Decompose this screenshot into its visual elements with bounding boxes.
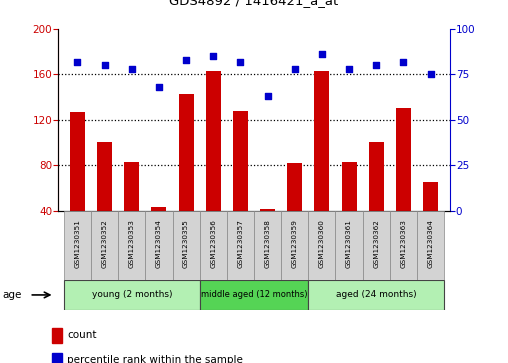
Bar xyxy=(390,211,417,280)
Text: GSM1230356: GSM1230356 xyxy=(210,219,216,268)
Point xyxy=(399,59,407,65)
Point xyxy=(264,93,272,99)
Bar xyxy=(173,211,200,280)
Bar xyxy=(200,211,227,280)
Text: aged (24 months): aged (24 months) xyxy=(336,290,417,299)
Text: GSM1230353: GSM1230353 xyxy=(129,219,135,268)
Text: GSM1230359: GSM1230359 xyxy=(292,219,298,268)
Point xyxy=(372,62,380,68)
Bar xyxy=(70,112,85,211)
Bar xyxy=(335,211,363,280)
Bar xyxy=(118,211,145,280)
Text: count: count xyxy=(67,330,97,340)
Bar xyxy=(308,211,335,280)
Bar xyxy=(179,94,194,211)
Bar xyxy=(281,211,308,280)
Point xyxy=(318,52,326,57)
Bar xyxy=(227,211,254,280)
Bar xyxy=(363,211,390,280)
Point xyxy=(345,66,353,72)
Bar xyxy=(64,211,91,280)
Text: GSM1230361: GSM1230361 xyxy=(346,219,352,268)
Bar xyxy=(52,329,62,343)
Bar xyxy=(145,211,173,280)
Point xyxy=(209,53,217,59)
Bar xyxy=(91,211,118,280)
Bar xyxy=(314,71,329,211)
Bar xyxy=(308,280,444,310)
Bar xyxy=(369,142,384,211)
Bar xyxy=(124,162,139,211)
Bar xyxy=(200,280,308,310)
Point xyxy=(427,72,435,77)
Bar xyxy=(260,209,275,211)
Text: GSM1230358: GSM1230358 xyxy=(265,219,271,268)
Bar xyxy=(52,353,62,363)
Point xyxy=(291,66,299,72)
Text: middle aged (12 months): middle aged (12 months) xyxy=(201,290,307,299)
Bar xyxy=(151,207,167,211)
Bar xyxy=(64,280,200,310)
Bar xyxy=(396,109,411,211)
Text: GSM1230355: GSM1230355 xyxy=(183,219,189,268)
Text: percentile rank within the sample: percentile rank within the sample xyxy=(67,355,243,363)
Text: GSM1230351: GSM1230351 xyxy=(75,219,80,268)
Bar xyxy=(97,142,112,211)
Text: GDS4892 / 1416421_a_at: GDS4892 / 1416421_a_at xyxy=(169,0,339,7)
Bar xyxy=(288,163,302,211)
Text: age: age xyxy=(3,290,22,300)
Point xyxy=(155,84,163,90)
Bar xyxy=(341,162,357,211)
Text: GSM1230363: GSM1230363 xyxy=(400,219,406,268)
Text: young (2 months): young (2 months) xyxy=(91,290,172,299)
Text: GSM1230352: GSM1230352 xyxy=(102,219,108,268)
Text: GSM1230364: GSM1230364 xyxy=(428,219,433,268)
Point xyxy=(182,57,190,63)
Bar xyxy=(423,182,438,211)
Text: GSM1230360: GSM1230360 xyxy=(319,219,325,268)
Text: GSM1230354: GSM1230354 xyxy=(156,219,162,268)
Point xyxy=(73,59,81,65)
Point xyxy=(128,66,136,72)
Point xyxy=(101,62,109,68)
Point xyxy=(236,59,244,65)
Bar xyxy=(254,211,281,280)
Bar xyxy=(206,71,220,211)
Bar xyxy=(417,211,444,280)
Bar xyxy=(233,111,248,211)
Text: GSM1230357: GSM1230357 xyxy=(237,219,243,268)
Text: GSM1230362: GSM1230362 xyxy=(373,219,379,268)
